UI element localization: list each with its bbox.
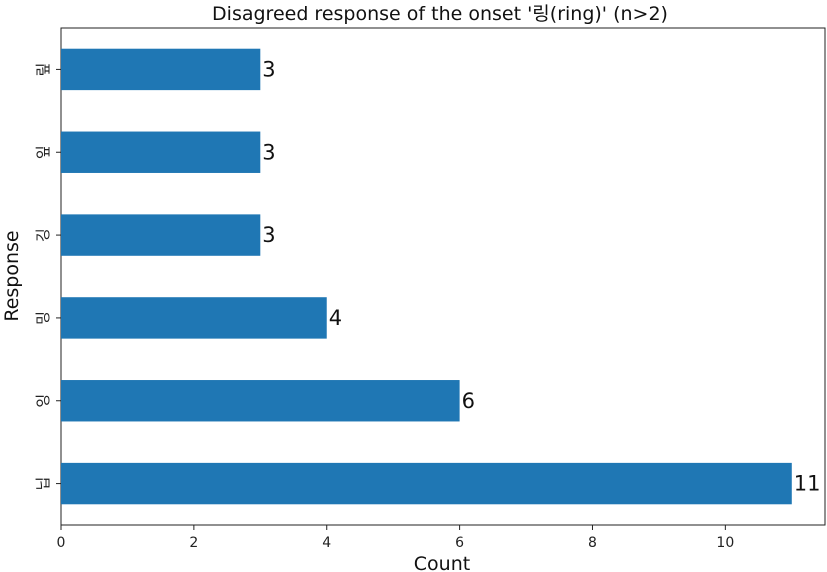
bar-1 [61, 380, 460, 422]
bar-0 [61, 462, 792, 505]
data-label: 3 [262, 140, 275, 164]
y-tick-label: 맆 [34, 63, 52, 77]
x-tick-label: 4 [322, 535, 331, 551]
bar-4 [61, 131, 261, 173]
y-tick-label: 잉 [34, 394, 52, 408]
data-labels: 11 6 4 3 3 3 [262, 57, 820, 495]
chart-title: Disagreed response of the onset '링(ring)… [212, 3, 668, 25]
data-label: 3 [262, 57, 275, 81]
x-tick-label: 10 [716, 535, 734, 551]
bar-5 [61, 48, 261, 91]
y-tick-label: 닙 [34, 477, 52, 491]
data-label: 6 [462, 389, 475, 413]
bar-3 [61, 214, 261, 256]
category-labels: 닙 잉 밍 깅 잎 맆 [34, 63, 61, 491]
plot-area [60, 27, 826, 526]
data-label: 4 [329, 306, 342, 330]
y-axis-label: Response [1, 230, 23, 321]
x-axis-ticks: 0 2 4 6 8 10 [57, 525, 734, 551]
data-label: 3 [262, 223, 275, 247]
y-tick-label: 깅 [34, 228, 52, 242]
x-tick-label: 0 [57, 535, 66, 551]
bars-group [61, 48, 792, 505]
bar-2 [61, 297, 327, 339]
x-tick-label: 2 [189, 535, 198, 551]
y-tick-label: 잎 [34, 145, 52, 159]
y-tick-label: 밍 [34, 311, 52, 325]
x-tick-label: 6 [455, 535, 464, 551]
x-tick-label: 8 [588, 535, 597, 551]
x-axis-label: Count [414, 553, 470, 572]
data-label: 11 [794, 472, 821, 496]
